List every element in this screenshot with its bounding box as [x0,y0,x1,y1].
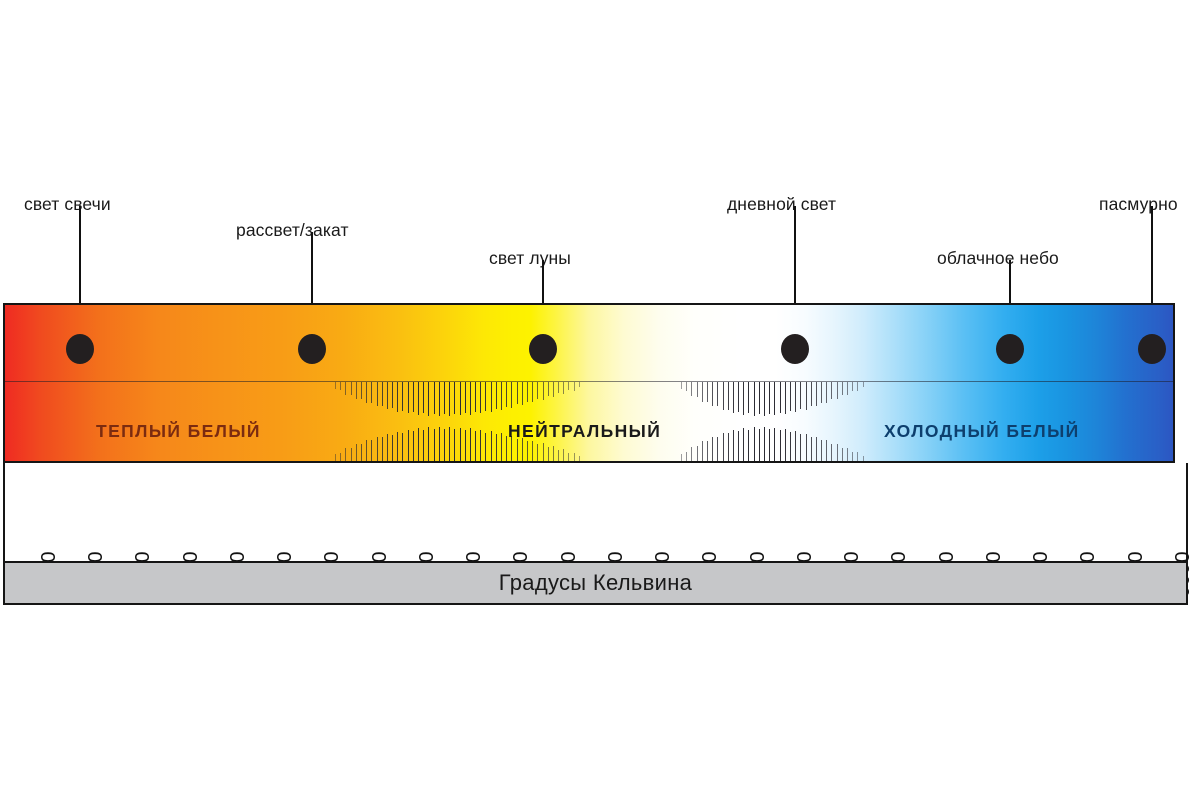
zone-label-neutral: НЕЙТРАЛЬНЫЙ [508,421,662,441]
callout-label-overcast: пасмурно [1099,194,1178,214]
kelvin-caption-bar: Градусы Кельвина [3,561,1188,605]
callout-leader-overcast [1151,206,1153,349]
callout-label-moonlight: свет луны [489,248,571,268]
kelvin-caption-text: Градусы Кельвина [498,570,693,595]
spectrum-gradient [5,305,1173,461]
callout-label-cloudy-sky: облачное небо [937,248,1059,268]
callout-leader-candle [79,206,81,349]
callout-leader-daylight [794,206,796,349]
callout-leader-sunrise-sunset [311,232,313,349]
zone-label-warm-white: ТЕПЛЫЙ БЕЛЫЙ [96,421,261,441]
zone-label-cool-white: ХОЛОДНЫЙ БЕЛЫЙ [884,421,1080,441]
kelvin-scale: 1800200022002400260028003000320034003600… [3,463,1194,598]
callout-label-daylight: дневной свет [727,194,837,214]
callout-label-sunrise-sunset: рассвет/закат [236,220,349,240]
callout-layer: свет свечи рассвет/закат свет луны дневн… [0,0,1200,349]
bar-divider-line [5,381,1173,382]
callout-label-candle: свет свечи [24,194,111,214]
kelvin-scale-labels: 1800200022002400260028003000320034003600… [5,463,1194,598]
color-temperature-bar: ТЕПЛЫЙ БЕЛЫЙ НЕЙТРАЛЬНЫЙ ХОЛОДНЫЙ БЕЛЫЙ [3,303,1175,463]
